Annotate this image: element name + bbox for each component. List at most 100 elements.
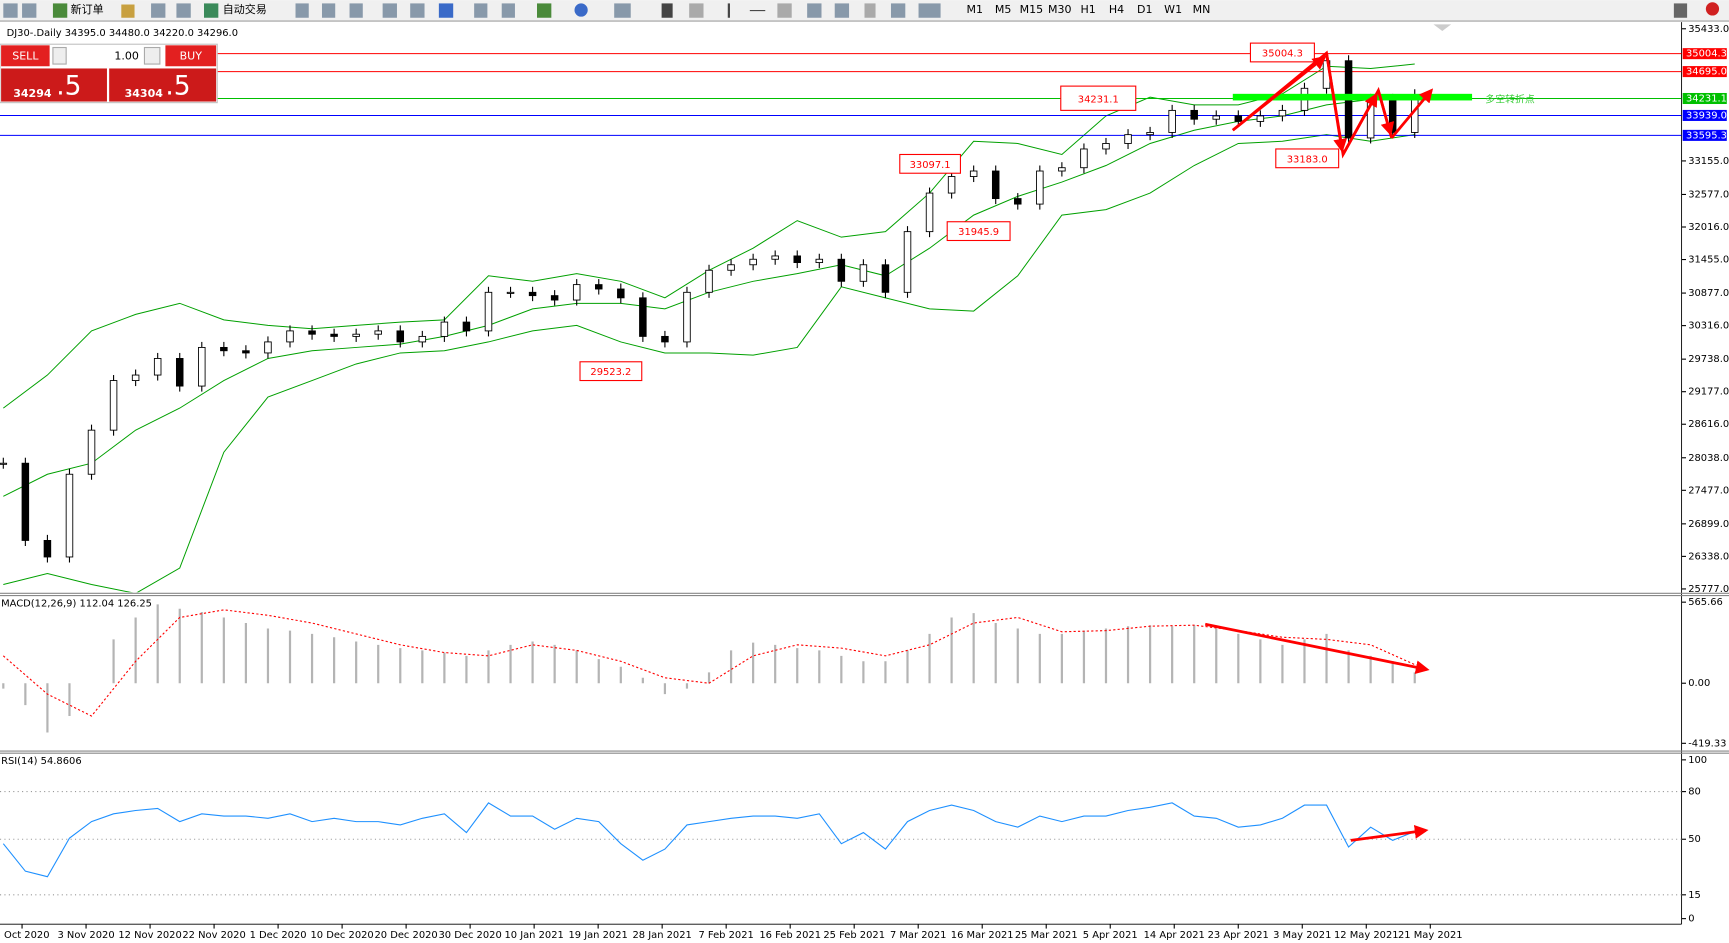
timeframe-button[interactable]: M1: [967, 3, 984, 16]
x-tick-label: 19 Jan 2021: [568, 930, 627, 941]
icon[interactable]: [295, 3, 309, 18]
icon[interactable]: [807, 3, 822, 18]
cursor-icon[interactable]: [661, 3, 673, 18]
x-tick-label: 3 Nov 2020: [57, 930, 114, 941]
timeframe-button[interactable]: MN: [1193, 3, 1211, 16]
candle-body: [617, 288, 625, 299]
icon[interactable]: [410, 3, 425, 18]
sell-price-box[interactable]: [1, 68, 107, 102]
timeframe-button[interactable]: H4: [1109, 3, 1124, 16]
buy-button[interactable]: [165, 45, 217, 67]
icon[interactable]: [176, 3, 191, 18]
icon[interactable]: [890, 3, 906, 18]
timeframe-button[interactable]: M15: [1020, 3, 1044, 16]
icon[interactable]: [121, 4, 135, 18]
icon[interactable]: [749, 10, 766, 12]
toolbar-button[interactable]: 新订单: [71, 2, 104, 16]
icon[interactable]: [727, 3, 730, 18]
search-icon[interactable]: [1673, 3, 1688, 18]
level-label: 34231.1: [1686, 93, 1727, 104]
candle-body: [1014, 198, 1022, 205]
timeframe-button[interactable]: H1: [1080, 3, 1095, 16]
buy-price-box[interactable]: [109, 68, 217, 102]
icon[interactable]: [834, 3, 850, 18]
x-tick-label: 21 May 2021: [1398, 930, 1463, 941]
y-tick-label: 26899.0: [1688, 519, 1729, 530]
candle-body: [484, 291, 493, 332]
candle-body: [550, 295, 559, 301]
candle-body: [1212, 115, 1221, 120]
x-tick-label: 25 Feb 2021: [823, 930, 885, 941]
icon[interactable]: [537, 3, 552, 18]
new-order-icon[interactable]: [52, 3, 68, 18]
support-zone: [1232, 93, 1473, 101]
y-tick-label: 33155.0: [1688, 156, 1729, 167]
level-label-bg: [1682, 109, 1727, 121]
icon[interactable]: [501, 3, 515, 18]
sell-price: 34294: [13, 87, 52, 100]
candle-body: [727, 264, 735, 271]
icon[interactable]: [151, 3, 166, 18]
level-label-bg: [1682, 48, 1727, 60]
annotation-label: 34231.1: [1078, 94, 1119, 105]
x-tick-label: 25 Mar 2021: [1015, 930, 1078, 941]
icon[interactable]: [614, 3, 631, 18]
icon[interactable]: [382, 3, 397, 18]
sell-label[interactable]: SELL: [12, 49, 39, 62]
candle-body: [1190, 109, 1198, 120]
y-tick-label: 32577.0: [1688, 189, 1729, 200]
icon[interactable]: [22, 3, 37, 18]
timeframes: M1 M5 M15 M30 H1 H4 D1 W1 MN: [967, 3, 1211, 16]
arrow: [1231, 55, 1327, 132]
y-tick-label: 30316.0: [1688, 321, 1729, 332]
icon[interactable]: [474, 3, 488, 18]
timeframe-button[interactable]: W1: [1164, 3, 1182, 16]
icon[interactable]: [349, 3, 363, 18]
timeframe-button[interactable]: M5: [995, 3, 1012, 16]
icon[interactable]: [777, 3, 792, 18]
x-tick-label: 12 May 2021: [1334, 930, 1399, 941]
candle-body: [749, 258, 757, 266]
annotation-label: 29523.2: [590, 367, 631, 378]
x-tick-label: 7 Feb 2021: [698, 930, 753, 941]
lot-up[interactable]: [143, 46, 161, 65]
x-tick-label: 5 Oct 2020: [0, 930, 50, 941]
timeframe-button[interactable]: M30: [1048, 3, 1072, 16]
toolbar-icons: [3, 2, 1720, 18]
icon[interactable]: [438, 3, 454, 18]
y-tick-label: 28038.0: [1688, 453, 1729, 464]
arrow: [1325, 52, 1348, 153]
icon[interactable]: [864, 3, 876, 18]
icon[interactable]: [3, 3, 18, 18]
icon[interactable]: [574, 3, 588, 17]
candle-body: [198, 346, 206, 387]
icon[interactable]: [321, 3, 336, 18]
candle-body: [815, 258, 824, 264]
candle-body: [43, 539, 52, 558]
level-label-bg: [1682, 92, 1727, 105]
candle-body: [330, 333, 338, 337]
icon[interactable]: [918, 3, 941, 18]
timeframe-button[interactable]: D1: [1137, 3, 1152, 16]
candle-body: [969, 170, 978, 177]
candle-body: [462, 321, 471, 332]
candle-body: [1058, 167, 1066, 172]
rsi-line: [2, 802, 1415, 878]
candle-body: [1102, 143, 1110, 150]
lot-size[interactable]: 1.00: [114, 49, 139, 62]
buy-label[interactable]: BUY: [180, 49, 203, 62]
candle-body: [175, 358, 184, 387]
icon[interactable]: [689, 3, 704, 18]
macd-title: MACD(12,26,9) 112.04 126.25: [1, 598, 152, 609]
annotation-box: [579, 361, 643, 382]
sell-button[interactable]: [1, 45, 50, 67]
axes: 35433.0 33155.0 32577.0 32016.0 31455.0 30877…: [0, 24, 1729, 941]
y-tick-label: 0: [1688, 914, 1694, 925]
candle-body: [881, 264, 890, 293]
auto-trade-icon[interactable]: [203, 3, 219, 18]
y-tick-label: 565.66: [1688, 597, 1723, 608]
notification-icon[interactable]: [1705, 2, 1720, 16]
toolbar-button[interactable]: 自动交易: [223, 2, 267, 16]
lot-down[interactable]: [52, 46, 67, 65]
candle-body: [837, 258, 846, 282]
